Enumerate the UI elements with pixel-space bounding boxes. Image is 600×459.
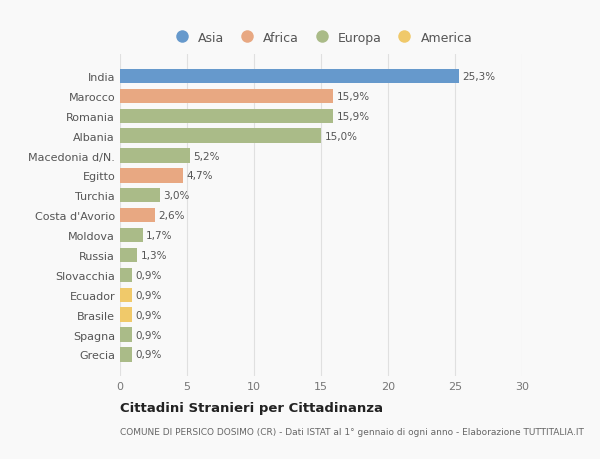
Bar: [120, 129, 321, 144]
Text: 1,3%: 1,3%: [141, 251, 167, 260]
Bar: [120, 328, 132, 342]
Text: 0,9%: 0,9%: [136, 290, 162, 300]
Text: 15,0%: 15,0%: [325, 131, 358, 141]
Text: Cittadini Stranieri per Cittadinanza: Cittadini Stranieri per Cittadinanza: [120, 401, 383, 414]
Bar: [120, 109, 333, 123]
Text: 3,0%: 3,0%: [164, 191, 190, 201]
Bar: [120, 70, 459, 84]
Bar: [120, 268, 132, 282]
Bar: [120, 149, 190, 163]
Text: 25,3%: 25,3%: [463, 72, 496, 82]
Text: 1,7%: 1,7%: [146, 230, 173, 241]
Bar: [120, 347, 132, 362]
Text: COMUNE DI PERSICO DOSIMO (CR) - Dati ISTAT al 1° gennaio di ogni anno - Elaboraz: COMUNE DI PERSICO DOSIMO (CR) - Dati IST…: [120, 427, 584, 436]
Bar: [120, 248, 137, 263]
Text: 15,9%: 15,9%: [337, 92, 370, 101]
Bar: [120, 189, 160, 203]
Bar: [120, 288, 132, 302]
Text: 0,9%: 0,9%: [136, 330, 162, 340]
Text: 4,7%: 4,7%: [187, 171, 213, 181]
Bar: [120, 208, 155, 223]
Text: 15,9%: 15,9%: [337, 112, 370, 122]
Text: 0,9%: 0,9%: [136, 310, 162, 320]
Text: 0,9%: 0,9%: [136, 350, 162, 359]
Bar: [120, 169, 183, 183]
Legend: Asia, Africa, Europa, America: Asia, Africa, Europa, America: [167, 29, 475, 47]
Bar: [120, 308, 132, 322]
Text: 0,9%: 0,9%: [136, 270, 162, 280]
Bar: [120, 229, 143, 243]
Text: 5,2%: 5,2%: [193, 151, 220, 161]
Bar: [120, 90, 333, 104]
Text: 2,6%: 2,6%: [158, 211, 185, 221]
